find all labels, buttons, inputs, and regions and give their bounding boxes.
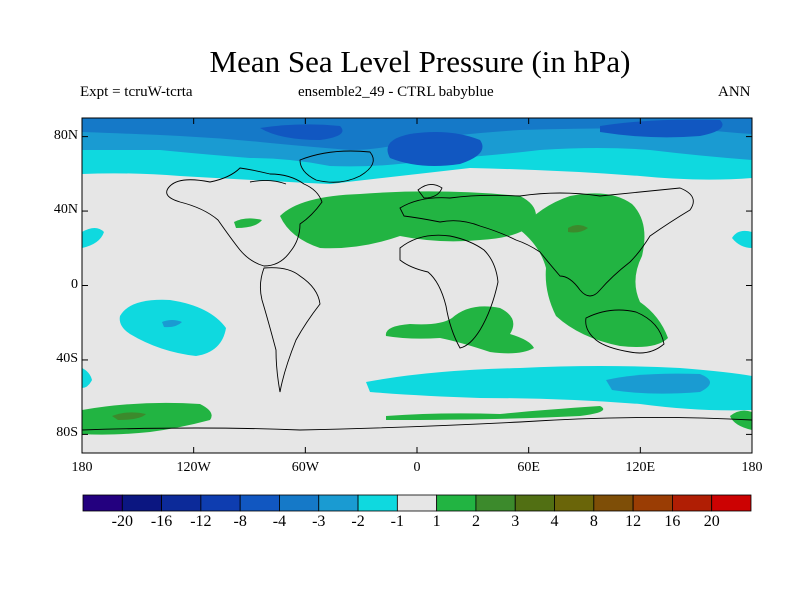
colorbar-label: -20 <box>111 513 133 530</box>
x-tick-label: 60E <box>517 460 540 475</box>
colorbar-swatch <box>593 494 634 512</box>
colorbar-swatch <box>239 494 280 512</box>
colorbar-label: 1 <box>432 513 441 530</box>
green-band-antarctic-east <box>730 410 752 430</box>
colorbar-swatch <box>632 494 673 512</box>
colorbar-swatch <box>475 494 516 512</box>
colorbar-label: -3 <box>312 513 326 530</box>
colorbar-label: 12 <box>625 513 642 530</box>
colorbar-swatch <box>161 494 202 512</box>
colorbar-label: -8 <box>233 513 247 530</box>
colorbar-swatch <box>711 494 752 512</box>
arctic-dark-blue-patch <box>387 132 483 166</box>
colorbar-label: -1 <box>390 513 404 530</box>
colorbar-swatch <box>436 494 477 512</box>
colorbar-label: -4 <box>272 513 287 530</box>
y-tick-label: 40S <box>56 350 78 366</box>
colorbar-swatch <box>318 494 359 512</box>
colorbar-swatch <box>279 494 320 512</box>
x-tick-label: 120E <box>625 460 656 475</box>
green-patch-pacific-north <box>234 218 262 228</box>
colorbar-label: 8 <box>589 513 598 530</box>
y-tick-label: 40N <box>53 202 78 218</box>
colorbar-label: 2 <box>471 513 480 530</box>
colorbar-swatch <box>357 494 398 512</box>
southern-ocean-cyan-west <box>82 368 92 388</box>
x-tick-label: 60W <box>291 460 319 475</box>
y-tick-label: 80S <box>56 425 78 441</box>
map-field <box>82 118 752 453</box>
cyan-patch-east-dateline <box>732 230 752 248</box>
colorbar-label: -12 <box>190 513 212 530</box>
blue-spot-south-pacific <box>162 320 182 328</box>
x-tick-label: 180 <box>741 460 763 475</box>
green-strip-southern-ocean <box>386 406 604 420</box>
colorbar-swatch <box>554 494 595 512</box>
arctic-dark-blue-east <box>600 119 723 138</box>
colorbar-swatch <box>514 494 555 512</box>
x-tick-label: 180 <box>71 460 93 475</box>
colorbar-label: 4 <box>550 513 559 530</box>
season-label: ANN <box>718 84 751 100</box>
experiment-label: Expt = tcruW-tcrta <box>80 84 193 100</box>
colorbar-swatch <box>396 494 438 512</box>
colorbar-label: -16 <box>150 513 173 530</box>
y-tick-label: 80N <box>53 127 78 143</box>
y-tick-label: 0 <box>71 276 78 292</box>
x-tick-label: 120W <box>176 460 211 475</box>
cyan-patch-south-pacific <box>119 299 226 356</box>
green-patch-south-asia <box>520 193 668 347</box>
colorbar-label: 16 <box>664 513 681 530</box>
plot-title: Mean Sea Level Pressure (in hPa) <box>209 44 631 79</box>
colorbar-swatch <box>200 494 241 512</box>
cyan-patch-west-pacific <box>82 228 104 248</box>
colorbar-swatch <box>672 494 713 512</box>
green-patch-southern-africa <box>385 306 534 354</box>
green-band-antarctic-west <box>82 402 212 435</box>
arctic-dark-blue-west <box>260 124 343 140</box>
colorbar-label: 3 <box>511 513 520 530</box>
dark-green-spot-antarctic <box>112 412 146 420</box>
dark-green-spot-himalaya <box>568 225 588 233</box>
colorbar-label: -2 <box>351 513 365 530</box>
green-band-atlantic-eurasia <box>280 191 536 249</box>
x-tick-label: 0 <box>413 460 421 475</box>
colorbar-swatch <box>82 494 123 512</box>
southern-ocean-blue-patch <box>606 373 710 394</box>
ensemble-label: ensemble2_49 - CTRL babyblue <box>298 84 494 100</box>
colorbar-label: 20 <box>703 513 720 530</box>
colorbar-swatch <box>121 494 162 512</box>
coastlines <box>82 150 752 431</box>
